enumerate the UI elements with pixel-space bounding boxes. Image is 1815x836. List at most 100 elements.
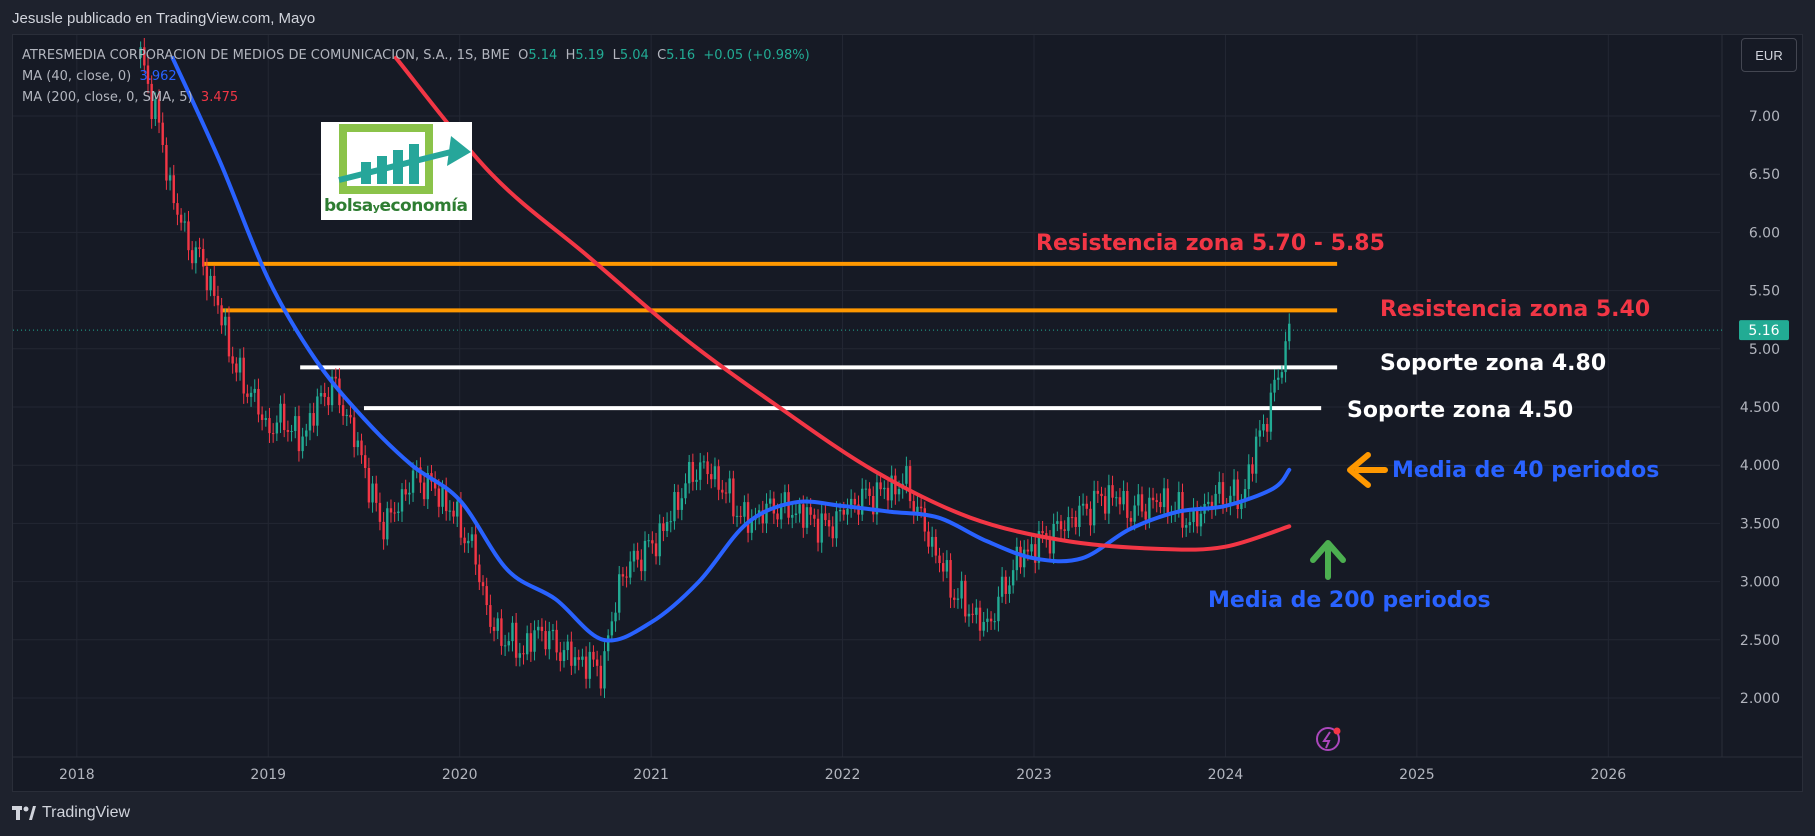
candle-body bbox=[1214, 493, 1217, 509]
x-tick-label: 2024 bbox=[1208, 767, 1244, 783]
candle-body bbox=[231, 356, 234, 364]
candle-body bbox=[1262, 424, 1265, 431]
candle-body bbox=[290, 430, 293, 432]
top-bar: Jesusle publicado en TradingView.com, Ma… bbox=[0, 0, 1815, 34]
candle-body bbox=[989, 618, 993, 622]
candle-body bbox=[448, 510, 452, 512]
candle-body bbox=[802, 504, 805, 528]
ma40-note-label: Media de 40 periodos bbox=[1392, 458, 1660, 483]
resistance-540-label: Resistencia zona 5.40 bbox=[1380, 297, 1651, 322]
candle-body bbox=[1144, 511, 1147, 520]
candle-body bbox=[386, 508, 389, 540]
candle-body bbox=[330, 376, 334, 406]
candle-body bbox=[139, 47, 142, 58]
candle-body bbox=[632, 550, 636, 562]
candle-body bbox=[956, 598, 960, 600]
candle-body bbox=[525, 633, 529, 655]
candle-body bbox=[1247, 464, 1250, 490]
candle-body bbox=[1067, 517, 1070, 531]
candle-body bbox=[194, 247, 198, 264]
candle-body bbox=[997, 596, 1000, 622]
candle-body bbox=[1100, 493, 1103, 497]
candle-body bbox=[941, 563, 945, 572]
lightning-bolt bbox=[1322, 731, 1331, 749]
candle-body bbox=[1000, 576, 1004, 597]
candle-body bbox=[393, 512, 396, 514]
currency-button[interactable]: EUR bbox=[1741, 38, 1797, 72]
chart-frame[interactable] bbox=[12, 34, 1803, 792]
green-arrow-icon bbox=[1310, 540, 1346, 580]
candle-body bbox=[503, 645, 507, 647]
candle-body bbox=[1218, 482, 1221, 494]
candle-body bbox=[1140, 494, 1144, 512]
candle-body bbox=[710, 474, 713, 480]
candle-body bbox=[1089, 508, 1092, 526]
candle-body bbox=[1078, 505, 1081, 527]
candle-body bbox=[202, 248, 205, 267]
x-tick-label: 2022 bbox=[825, 767, 861, 783]
candle-body bbox=[669, 521, 672, 523]
candle-body bbox=[570, 641, 573, 666]
candle-body bbox=[647, 540, 650, 542]
candle-body bbox=[1240, 501, 1243, 510]
price-axis[interactable]: 7.00 6.50 6.00 5.50 5.00 4.500 4.000 3.500 3.000… bbox=[1739, 109, 1789, 707]
candle-body bbox=[400, 489, 404, 512]
time-axis[interactable]: 2018 2019 2020 2021 2022 2023 2024 2025 2026 bbox=[59, 767, 1626, 783]
candle-body bbox=[1107, 485, 1111, 514]
candle-body bbox=[1092, 490, 1096, 526]
candle-body bbox=[864, 488, 868, 490]
candle-body bbox=[842, 510, 845, 515]
candle-body bbox=[566, 641, 569, 651]
candle-body bbox=[319, 393, 323, 397]
candle-body bbox=[658, 523, 661, 557]
candle-body bbox=[765, 503, 768, 524]
candle-body bbox=[651, 540, 654, 544]
candle-body bbox=[308, 413, 312, 431]
candle-body bbox=[809, 507, 812, 515]
candle-body bbox=[702, 461, 706, 463]
tradingview-brand[interactable]: TradingView bbox=[12, 804, 130, 822]
candle-body bbox=[938, 555, 941, 564]
candle-body bbox=[165, 144, 168, 181]
candle-body bbox=[824, 513, 827, 521]
grid bbox=[13, 35, 1803, 758]
x-tick-label: 2026 bbox=[1591, 767, 1627, 783]
candle-body bbox=[883, 487, 886, 490]
candle-body bbox=[551, 629, 555, 632]
candle-body bbox=[1229, 495, 1232, 505]
x-tick-label: 2025 bbox=[1399, 767, 1435, 783]
candle-body bbox=[861, 488, 864, 515]
candle-body bbox=[562, 650, 566, 662]
candle-body bbox=[419, 467, 422, 483]
candle-body bbox=[187, 221, 190, 251]
y-tick-label: 3.000 bbox=[1740, 575, 1780, 591]
candle-body bbox=[743, 502, 746, 517]
candle-body bbox=[356, 440, 360, 448]
candle-body bbox=[275, 422, 279, 434]
candle-body bbox=[1148, 497, 1151, 520]
candle-body bbox=[1015, 546, 1019, 571]
candle-body bbox=[728, 478, 731, 494]
candle-body bbox=[179, 214, 183, 223]
candle-body bbox=[1258, 430, 1262, 437]
candle-body bbox=[783, 492, 787, 504]
candle-body bbox=[1184, 525, 1188, 528]
candle-body bbox=[511, 622, 514, 642]
candle-body bbox=[1159, 501, 1162, 508]
candle-body bbox=[533, 630, 536, 652]
ma40-line bbox=[170, 55, 1292, 643]
last-price-tag bbox=[1739, 320, 1789, 341]
candle-body bbox=[1288, 323, 1291, 342]
ma200-legend-row[interactable]: MA (200, close, 0, SMA, 5) 3.475 bbox=[22, 87, 810, 108]
candle-body bbox=[916, 506, 919, 514]
y-tick-label: 2.000 bbox=[1740, 691, 1780, 707]
candle-body bbox=[684, 483, 687, 499]
candle-body bbox=[301, 436, 304, 452]
candle-body bbox=[717, 466, 720, 490]
candle-body bbox=[437, 488, 441, 507]
candle-body bbox=[327, 396, 330, 406]
candle-body bbox=[927, 531, 930, 547]
candle-body bbox=[452, 510, 455, 517]
ma40-legend-row[interactable]: MA (40, close, 0) 3.962 bbox=[22, 66, 810, 87]
